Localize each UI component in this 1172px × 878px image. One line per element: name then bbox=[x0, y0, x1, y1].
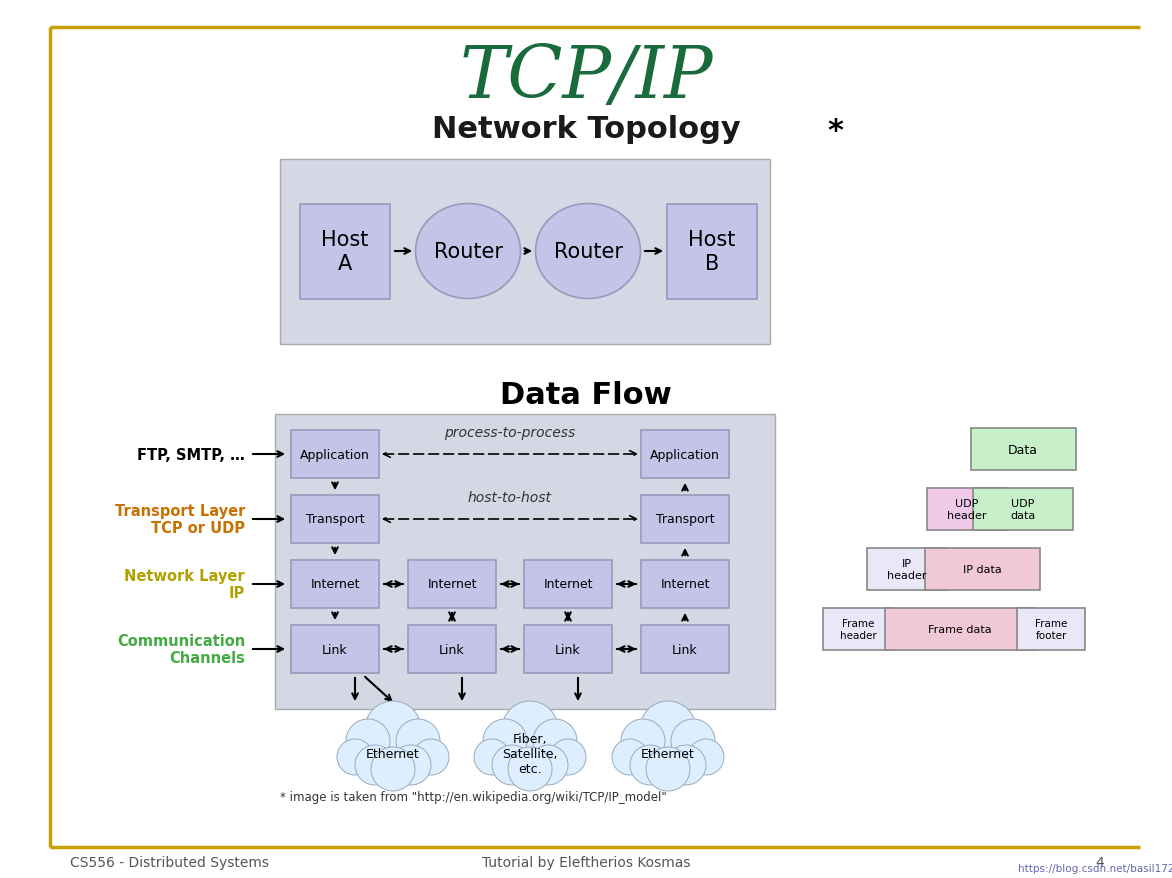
Bar bbox=[667, 205, 757, 299]
Circle shape bbox=[483, 719, 527, 763]
Text: Router: Router bbox=[434, 241, 503, 262]
Text: Link: Link bbox=[440, 643, 465, 656]
Bar bbox=[300, 205, 390, 299]
Bar bbox=[970, 428, 1076, 471]
Circle shape bbox=[346, 719, 390, 763]
Circle shape bbox=[492, 745, 532, 785]
Circle shape bbox=[640, 702, 696, 757]
Text: Transport Layer
TCP or UDP: Transport Layer TCP or UDP bbox=[115, 503, 245, 536]
Bar bbox=[524, 560, 612, 608]
Circle shape bbox=[621, 719, 665, 763]
Circle shape bbox=[631, 745, 670, 785]
Bar bbox=[408, 625, 496, 673]
Circle shape bbox=[507, 747, 552, 791]
Text: Tutorial by Eleftherios Kosmas: Tutorial by Eleftherios Kosmas bbox=[482, 855, 690, 869]
Text: Data: Data bbox=[1008, 443, 1038, 456]
Text: Communication
Channels: Communication Channels bbox=[117, 633, 245, 666]
Text: TCP/IP: TCP/IP bbox=[459, 43, 713, 113]
Bar bbox=[885, 608, 1035, 651]
Text: https://blog.csdn.net/basil1728: https://blog.csdn.net/basil1728 bbox=[1018, 863, 1172, 873]
Text: Frame
header: Frame header bbox=[839, 618, 877, 640]
Text: IP
header: IP header bbox=[887, 558, 927, 580]
Circle shape bbox=[666, 745, 706, 785]
Bar bbox=[867, 549, 947, 590]
Text: Application: Application bbox=[300, 448, 370, 461]
Text: Link: Link bbox=[322, 643, 348, 656]
Circle shape bbox=[688, 739, 724, 775]
Circle shape bbox=[396, 719, 440, 763]
Text: Link: Link bbox=[556, 643, 581, 656]
Text: Router: Router bbox=[553, 241, 622, 262]
Text: Data Flow: Data Flow bbox=[500, 380, 672, 409]
Circle shape bbox=[473, 739, 510, 775]
Text: Ethernet: Ethernet bbox=[641, 748, 695, 760]
Text: Application: Application bbox=[650, 448, 720, 461]
Ellipse shape bbox=[416, 205, 520, 299]
Circle shape bbox=[391, 745, 431, 785]
Circle shape bbox=[550, 739, 586, 775]
Text: Link: Link bbox=[673, 643, 697, 656]
Text: IP data: IP data bbox=[962, 565, 1001, 574]
Bar bbox=[641, 495, 729, 543]
Text: UDP
data: UDP data bbox=[1010, 499, 1036, 520]
Bar bbox=[291, 560, 379, 608]
Text: Internet: Internet bbox=[311, 578, 360, 591]
Circle shape bbox=[612, 739, 648, 775]
Text: Internet: Internet bbox=[544, 578, 593, 591]
Text: 4: 4 bbox=[1096, 855, 1104, 869]
Bar bbox=[291, 495, 379, 543]
Bar bbox=[925, 549, 1040, 590]
Circle shape bbox=[364, 702, 421, 757]
Text: Internet: Internet bbox=[660, 578, 710, 591]
Bar bbox=[275, 414, 775, 709]
Text: CS556 - Distributed Systems: CS556 - Distributed Systems bbox=[70, 855, 270, 869]
Bar bbox=[280, 160, 770, 344]
Text: FTP, SMTP, …: FTP, SMTP, … bbox=[137, 447, 245, 462]
Circle shape bbox=[413, 739, 449, 775]
Text: UDP
header: UDP header bbox=[947, 499, 987, 520]
Text: * image is taken from "http://en.wikipedia.org/wiki/TCP/IP_model": * image is taken from "http://en.wikiped… bbox=[280, 790, 667, 803]
Circle shape bbox=[533, 719, 577, 763]
Bar bbox=[973, 488, 1074, 530]
Text: Transport: Transport bbox=[306, 513, 364, 526]
Text: process-to-process: process-to-process bbox=[444, 426, 575, 440]
Ellipse shape bbox=[536, 205, 641, 299]
Bar bbox=[291, 625, 379, 673]
Bar bbox=[408, 560, 496, 608]
Circle shape bbox=[372, 747, 415, 791]
Text: Fiber,
Satellite,
etc.: Fiber, Satellite, etc. bbox=[503, 732, 558, 775]
Text: Frame
footer: Frame footer bbox=[1035, 618, 1068, 640]
Bar bbox=[927, 488, 1007, 530]
Bar bbox=[524, 625, 612, 673]
Text: Host
B: Host B bbox=[688, 230, 736, 273]
Circle shape bbox=[529, 745, 568, 785]
Text: *: * bbox=[827, 118, 843, 147]
Text: Network Layer
IP: Network Layer IP bbox=[124, 568, 245, 601]
Text: Ethernet: Ethernet bbox=[366, 748, 420, 760]
Text: Internet: Internet bbox=[428, 578, 477, 591]
Circle shape bbox=[646, 747, 690, 791]
Bar bbox=[641, 430, 729, 479]
Bar bbox=[641, 560, 729, 608]
Circle shape bbox=[502, 702, 558, 757]
Bar bbox=[641, 625, 729, 673]
Circle shape bbox=[355, 745, 395, 785]
Bar bbox=[291, 430, 379, 479]
Text: Network Topology: Network Topology bbox=[431, 115, 741, 144]
Bar bbox=[823, 608, 893, 651]
Circle shape bbox=[338, 739, 373, 775]
Bar bbox=[1017, 608, 1085, 651]
Text: host-to-host: host-to-host bbox=[468, 491, 552, 505]
Text: Host
A: Host A bbox=[321, 230, 369, 273]
Text: Transport: Transport bbox=[655, 513, 714, 526]
Text: Frame data: Frame data bbox=[928, 624, 992, 634]
Circle shape bbox=[672, 719, 715, 763]
